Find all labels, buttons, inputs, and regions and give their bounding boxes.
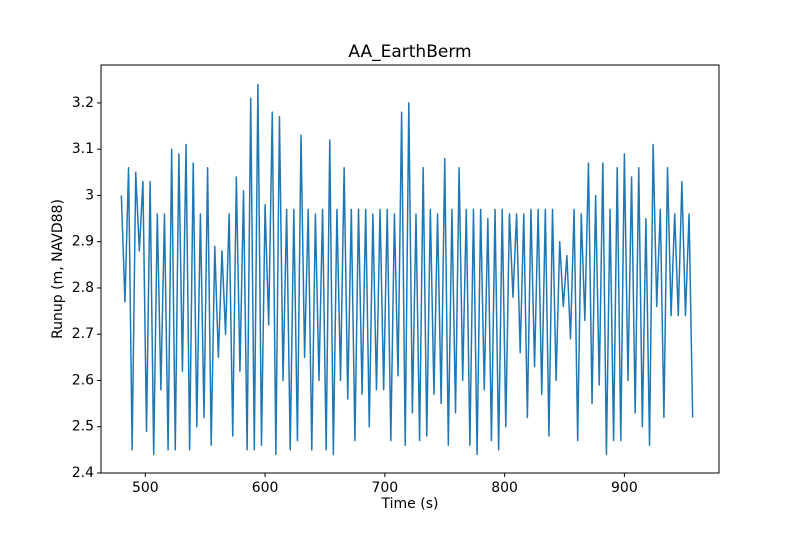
y-axis-label: Runup (m, NAVD88) (50, 199, 66, 339)
x-tick-label: 900 (611, 480, 638, 496)
y-tick-label: 3 (85, 187, 94, 203)
y-tick-label: 2.5 (72, 419, 94, 435)
y-tick-label: 3.2 (72, 95, 94, 111)
x-tick-label: 500 (132, 480, 159, 496)
x-tick-label: 800 (491, 480, 518, 496)
y-tick-label: 2.9 (72, 234, 94, 250)
y-tick-label: 2.7 (72, 326, 94, 342)
y-tick-label: 3.1 (72, 141, 94, 157)
x-tick-label: 700 (371, 480, 398, 496)
line (120, 83, 694, 456)
y-tick-label: 2.4 (72, 465, 94, 481)
x-axis-label: Time (s) (381, 496, 439, 512)
plot-frame (100, 64, 720, 474)
y-tick-label: 2.6 (72, 372, 94, 388)
chart-title: AA_EarthBerm (348, 42, 471, 62)
y-tick-label: 2.8 (72, 280, 94, 296)
x-tick-label: 600 (252, 480, 279, 496)
